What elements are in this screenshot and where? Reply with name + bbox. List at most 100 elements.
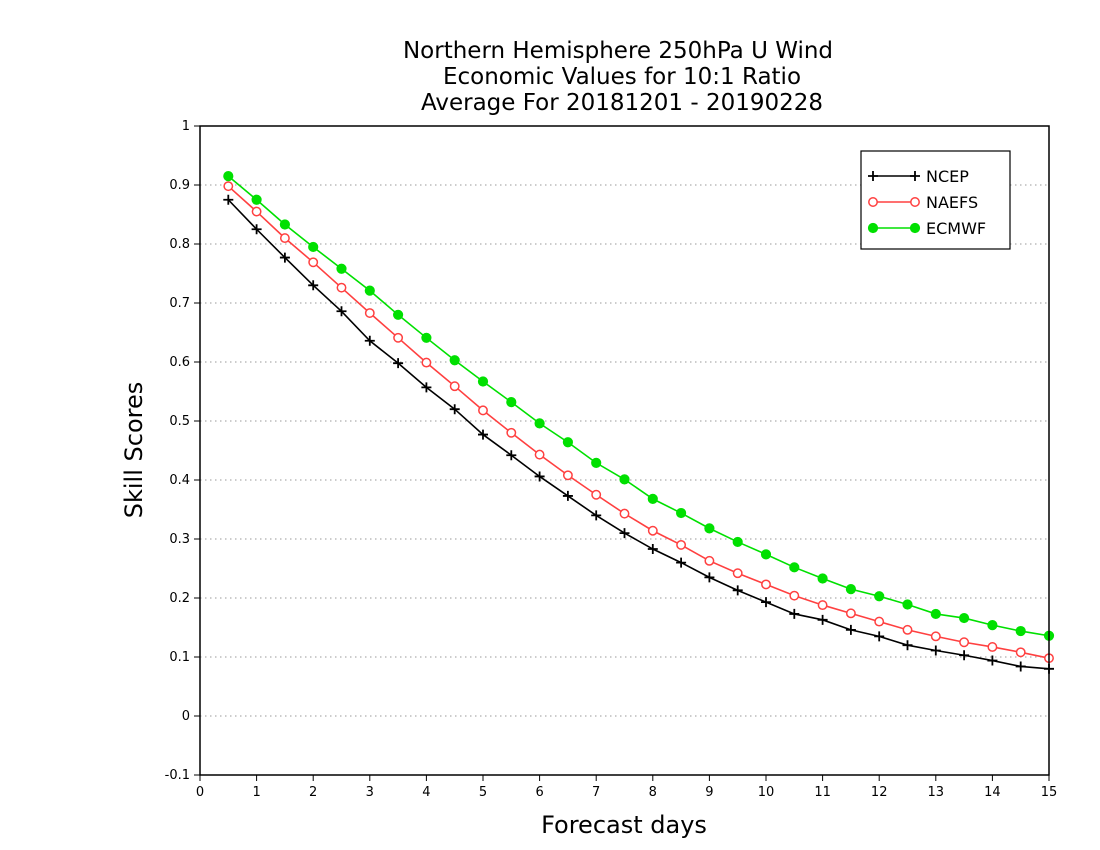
legend: NCEP NAEFS ECMWF [860,150,1011,250]
y-tick-label: -0.1 [165,768,190,783]
x-tick-label: 12 [871,785,888,800]
data-point [449,404,460,415]
data-point [279,252,290,263]
chart-title-line-3: Average For 20181201 - 20190228 [421,90,823,116]
data-point [393,358,404,369]
data-point [1015,647,1026,658]
data-point [868,197,878,207]
legend-label: NCEP [926,167,969,186]
data-point [959,650,970,661]
data-point [987,642,998,652]
data-point [874,631,885,642]
x-tick-label: 5 [479,785,487,800]
data-point [534,449,545,460]
data-point [506,450,517,461]
data-point [930,645,941,656]
data-point [789,608,800,619]
series-ecmwf [223,171,1055,641]
data-point [930,631,941,642]
legend-entry-naefs: NAEFS [868,193,978,212]
data-point [478,405,488,416]
y-tick-label: 0.2 [169,591,190,606]
x-tick-label: 2 [309,785,317,800]
data-point [910,171,920,181]
y-tick-label: 0.8 [169,237,190,252]
y-tick-label: 0.6 [169,355,190,370]
legend-box [860,150,1011,250]
data-point [732,585,743,596]
data-point [902,624,913,635]
data-point [909,222,921,234]
data-point [704,555,715,566]
data-point [421,357,432,368]
data-point [910,197,920,207]
data-point [845,624,856,635]
data-point [393,332,404,343]
data-point [930,608,941,620]
data-point [562,470,573,481]
data-point [591,457,602,468]
data-point [704,572,715,583]
data-point [874,616,885,627]
data-point [867,222,879,234]
y-tick-label: 0.5 [169,414,190,429]
data-point [336,282,347,293]
x-tick-label: 15 [1041,785,1058,800]
x-tick-label: 9 [705,785,713,800]
data-point [676,539,687,550]
data-point [364,285,375,296]
y-tick-label: 0.4 [169,473,190,488]
data-point [1015,625,1026,637]
data-point [619,474,630,485]
x-tick-label: 7 [592,785,600,800]
data-point [732,568,743,579]
y-tick-label: 0 [182,709,190,724]
data-point [704,523,715,534]
data-point [817,614,828,625]
x-tick-label: 14 [984,785,1001,800]
y-axis-ticks: -0.1 0 0.1 0.2 0.3 0.4 0.5 0.6 0.7 0.8 0.9 1 [165,119,200,783]
data-point [619,528,630,539]
data-point [761,579,771,590]
series-ncep [223,194,1054,674]
plot-series [223,171,1055,674]
data-point [1015,661,1026,672]
data-point [534,418,545,429]
data-point [987,620,998,631]
data-point [421,332,432,343]
x-tick-label: 4 [422,785,430,800]
data-point [364,335,375,346]
chart-title: Northern Hemisphere 250hPa U Wind Econom… [403,38,833,116]
data-point [223,194,234,205]
data-point [279,233,290,244]
x-axis-title: Forecast days [541,811,707,839]
chart-title-line-1: Northern Hemisphere 250hPa U Wind [403,38,833,64]
data-point [647,493,658,504]
data-point [619,508,630,519]
data-point [676,507,687,519]
data-point [308,280,319,291]
data-point [902,640,913,651]
data-point [506,427,517,438]
legend-entry-ecmwf: ECMWF [867,219,986,238]
data-point [449,355,460,366]
data-point [308,257,319,268]
y-tick-label: 0.7 [169,296,190,311]
data-point [336,263,347,274]
data-point [223,171,234,182]
data-point [647,525,658,536]
data-point [761,597,771,608]
data-point [562,437,574,448]
x-tick-label: 8 [649,785,657,800]
data-point [845,584,857,595]
x-tick-label: 11 [814,785,831,800]
data-point [676,557,687,568]
legend-label: ECMWF [926,219,986,238]
x-tick-label: 3 [366,785,374,800]
y-tick-label: 0.9 [169,178,190,193]
data-point [591,489,602,500]
data-point [902,599,913,610]
data-point [421,382,432,393]
data-point [449,381,460,392]
data-point [251,206,262,217]
